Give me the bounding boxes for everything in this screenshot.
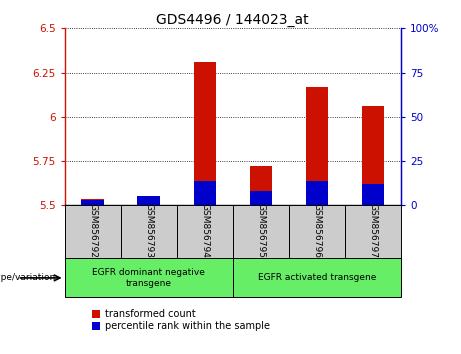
Bar xyxy=(121,205,177,258)
Bar xyxy=(194,181,216,205)
Text: GSM856795: GSM856795 xyxy=(256,203,266,258)
Bar xyxy=(362,106,384,205)
Bar xyxy=(82,200,104,205)
Bar xyxy=(362,184,384,205)
Text: GSM856797: GSM856797 xyxy=(368,203,378,258)
Bar xyxy=(289,205,345,258)
Legend: transformed count, percentile rank within the sample: transformed count, percentile rank withi… xyxy=(93,309,270,331)
Bar xyxy=(137,196,160,205)
Bar xyxy=(345,205,401,258)
Title: GDS4496 / 144023_at: GDS4496 / 144023_at xyxy=(156,13,309,27)
Text: EGFR activated transgene: EGFR activated transgene xyxy=(258,273,376,282)
Text: GSM856793: GSM856793 xyxy=(144,203,153,258)
Bar xyxy=(233,205,289,258)
Text: genotype/variation: genotype/variation xyxy=(0,273,58,282)
Bar xyxy=(194,62,216,205)
Bar xyxy=(65,258,233,297)
Bar xyxy=(306,87,328,205)
Bar xyxy=(306,181,328,205)
Bar xyxy=(250,191,272,205)
Bar xyxy=(177,205,233,258)
Bar xyxy=(250,166,272,205)
Text: GSM856796: GSM856796 xyxy=(313,203,321,258)
Text: EGFR dominant negative
transgene: EGFR dominant negative transgene xyxy=(92,268,205,287)
Bar xyxy=(137,199,160,205)
Bar xyxy=(233,258,401,297)
Text: GSM856792: GSM856792 xyxy=(88,203,97,258)
Text: GSM856794: GSM856794 xyxy=(200,203,209,258)
Bar xyxy=(82,199,104,205)
Bar xyxy=(65,205,121,258)
